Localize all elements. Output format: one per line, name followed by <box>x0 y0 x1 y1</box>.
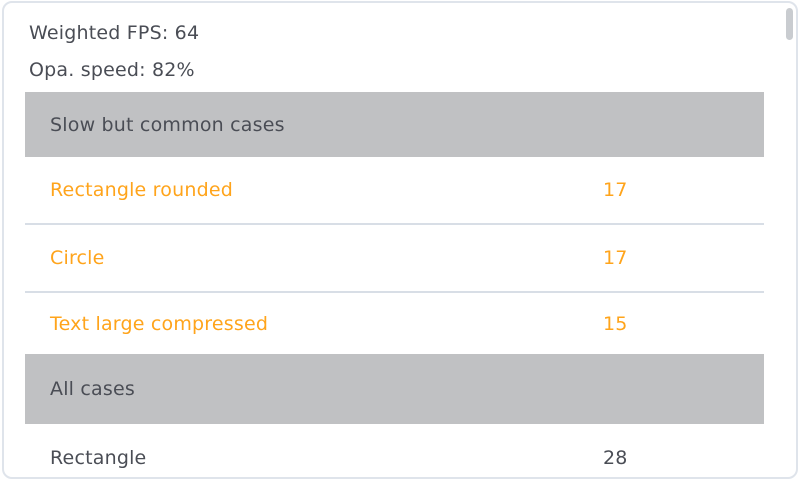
section-header-row: Slow but common cases <box>25 92 764 157</box>
case-name-cell: Rectangle rounded <box>50 179 234 201</box>
fps-value-cell: 17 <box>603 179 628 201</box>
vertical-scrollbar-thumb[interactable] <box>786 8 793 40</box>
table-row: Rectangle rounded 17 <box>25 157 764 225</box>
opa-speed-label: Opa. speed: 82% <box>29 59 195 81</box>
case-name-cell: Text large compressed <box>50 312 269 335</box>
table-row: Rectangle 28 <box>25 424 764 477</box>
table-section: All cases Rectangle 28 <box>25 354 764 477</box>
section-header-row: All cases <box>25 354 764 424</box>
table-row: Circle 17 <box>25 225 764 293</box>
fps-value-cell: 28 <box>603 447 628 469</box>
fps-value-cell: 17 <box>603 247 628 269</box>
section-header-label: All cases <box>50 378 135 400</box>
table-section: Slow but common cases Rectangle rounded … <box>25 92 764 354</box>
case-name-cell: Rectangle <box>50 447 147 469</box>
weighted-fps-label: Weighted FPS: 64 <box>29 22 200 44</box>
table-row: Text large compressed 15 <box>25 293 764 354</box>
section-header-label: Slow but common cases <box>50 113 285 136</box>
fps-value-cell: 15 <box>603 312 628 335</box>
stats-block: Weighted FPS: 64 Opa. speed: 82% <box>29 24 199 80</box>
benchmark-results-table[interactable]: Slow but common cases Rectangle rounded … <box>25 92 764 477</box>
case-name-cell: Circle <box>50 247 105 269</box>
